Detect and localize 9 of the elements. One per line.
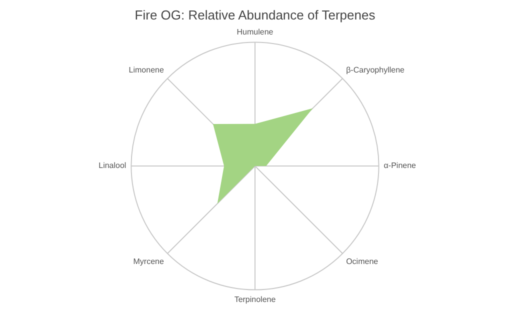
spoke-label: Myrcene — [133, 257, 164, 266]
spoke-label: α-Pinene — [384, 161, 417, 170]
spoke-label: Humulene — [236, 28, 274, 37]
spoke-label: Linalool — [98, 161, 126, 170]
spoke-label: β-Caryophyllene — [346, 65, 406, 74]
spoke-label: Terpinolene — [234, 294, 276, 304]
chart-title: Fire OG: Relative Abundance of Terpenes — [134, 7, 376, 22]
spoke-label: Limonene — [128, 65, 164, 74]
spoke-label: Ocimene — [346, 257, 379, 266]
